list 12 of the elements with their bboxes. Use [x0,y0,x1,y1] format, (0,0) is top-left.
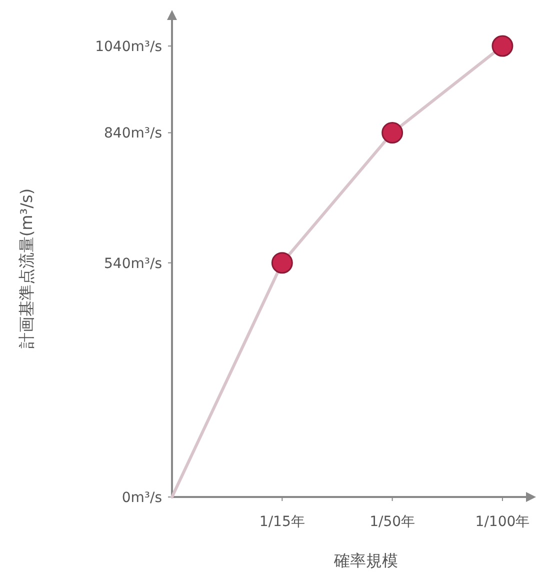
x-tick-label: 1/15年 [259,514,305,530]
point [492,35,514,57]
x-tick-label: 1/50年 [370,514,416,530]
x-axis-title: 確率規模 [333,551,398,570]
point [382,122,404,144]
x-tick-label: 1/100年 [475,514,530,530]
point [271,252,293,274]
y-axis-title: 計画基準点流量(m³/s) [17,188,36,349]
y-tick-label: 540m³/s [104,256,162,272]
y-tick-label: 0m³/s [122,490,162,506]
y-tick-label: 840m³/s [104,126,162,142]
y-tick-label: 1040m³/s [95,39,162,56]
